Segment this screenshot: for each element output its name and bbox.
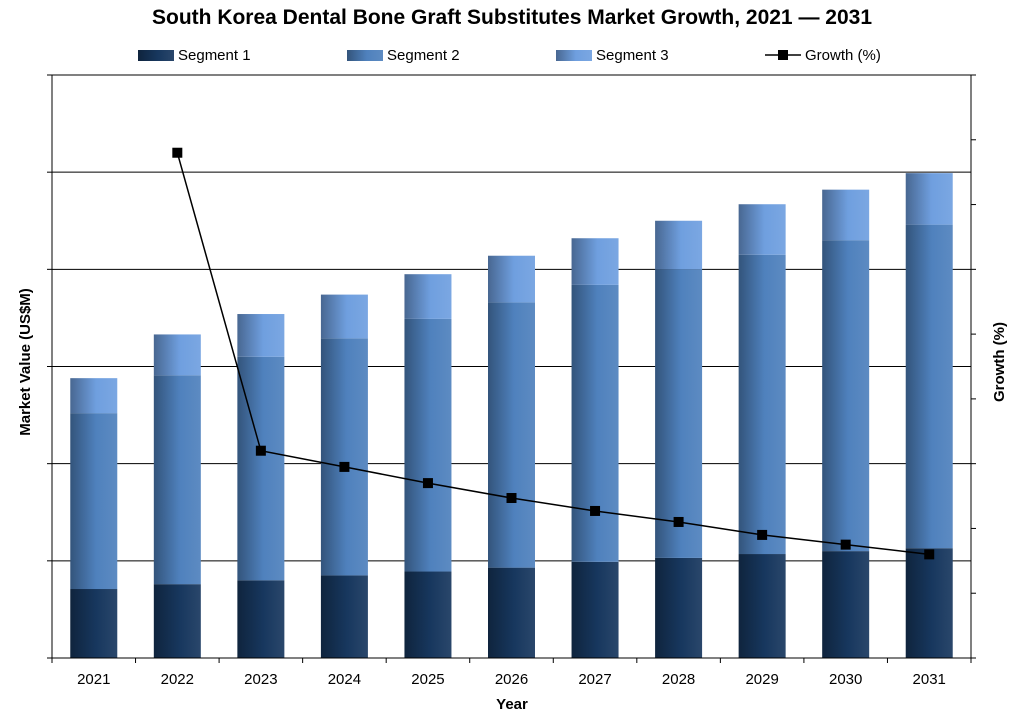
- y-axis-title: Market Value (US$M): [17, 288, 34, 436]
- bar-1-2025: [404, 571, 452, 658]
- y2-axis-title: Growth (%): [991, 322, 1008, 402]
- bar-2-2030: [822, 240, 870, 552]
- bar-1-2021: [70, 589, 118, 658]
- bar-1-2030: [822, 551, 870, 658]
- bar-2-2031: [905, 224, 953, 549]
- bar-3-2028: [655, 220, 703, 270]
- bar-3-2021: [70, 378, 118, 414]
- bar-1-2022: [153, 584, 201, 658]
- chart-title: South Korea Dental Bone Graft Substitute…: [152, 6, 872, 29]
- bar-1-2024: [320, 575, 368, 658]
- bar-3-2026: [488, 255, 535, 303]
- growth-point-2027: [590, 505, 601, 516]
- x-tick-label-2021: 2021: [77, 671, 110, 688]
- x-axis-title: Year: [496, 696, 528, 713]
- legend-swatch-3: [556, 50, 592, 61]
- growth-line: [176, 152, 930, 556]
- bar-1-2027: [571, 561, 619, 658]
- bar-2-2029: [738, 254, 786, 555]
- growth-point-2029: [757, 529, 768, 540]
- bar-1-2029: [738, 554, 786, 658]
- bar-3-2024: [320, 294, 368, 339]
- bar-3-2027: [571, 238, 619, 285]
- bar-1-2028: [655, 557, 703, 658]
- x-tick-label-2026: 2026: [495, 671, 528, 688]
- x-tick-label-2022: 2022: [161, 671, 194, 688]
- bar-2-2026: [488, 302, 535, 568]
- x-tick-label-2030: 2030: [829, 671, 862, 688]
- legend-label-4: Growth (%): [805, 47, 881, 64]
- bars: [70, 173, 953, 658]
- growth-point-2031: [924, 549, 935, 560]
- growth-point-2022: [172, 147, 183, 158]
- growth-point-2026: [506, 492, 517, 503]
- legend-marker: [778, 50, 788, 60]
- axes: [47, 74, 976, 663]
- bar-2-2028: [655, 269, 703, 558]
- x-tick-label-2031: 2031: [913, 671, 946, 688]
- x-tick-label-2029: 2029: [745, 671, 778, 688]
- x-tick-labels: 2021 2022 2023 2024 2025 2026 2027 2028 2029 2030…: [77, 671, 946, 688]
- bar-3-2030: [822, 189, 870, 241]
- x-tick-label-2024: 2024: [328, 671, 361, 688]
- legend-label-3: Segment 3: [596, 47, 669, 64]
- legend-swatch-2: [347, 50, 383, 61]
- growth-point-2023: [255, 445, 266, 456]
- x-tick-label-2025: 2025: [411, 671, 444, 688]
- bar-3-2031: [905, 173, 953, 225]
- legend-label-1: Segment 1: [178, 47, 251, 64]
- x-tick-label-2028: 2028: [662, 671, 695, 688]
- bar-2-2027: [571, 284, 619, 562]
- growth-series: [172, 147, 935, 560]
- bar-3-2029: [738, 204, 786, 255]
- bar-3-2025: [404, 274, 452, 319]
- bar-3-2023: [237, 314, 285, 357]
- bar-2-2022: [153, 375, 201, 585]
- bar-2-2025: [404, 318, 452, 572]
- legend-swatch-1: [138, 50, 174, 61]
- legend-label-2: Segment 2: [387, 47, 460, 64]
- growth-point-2028: [673, 516, 684, 527]
- bar-1-2023: [237, 580, 285, 658]
- bar-2-2024: [320, 338, 368, 576]
- legend: Segment 1 Segment 2 Segment 3 Growth (%): [138, 47, 881, 64]
- growth-point-2025: [422, 478, 433, 489]
- bar-2-2021: [70, 413, 118, 590]
- bar-1-2026: [488, 567, 535, 658]
- growth-point-2024: [339, 461, 350, 472]
- growth-point-2030: [840, 539, 851, 550]
- x-tick-label-2027: 2027: [578, 671, 611, 688]
- bar-1-2031: [905, 548, 953, 658]
- x-tick-label-2023: 2023: [244, 671, 277, 688]
- bar-3-2022: [153, 334, 201, 376]
